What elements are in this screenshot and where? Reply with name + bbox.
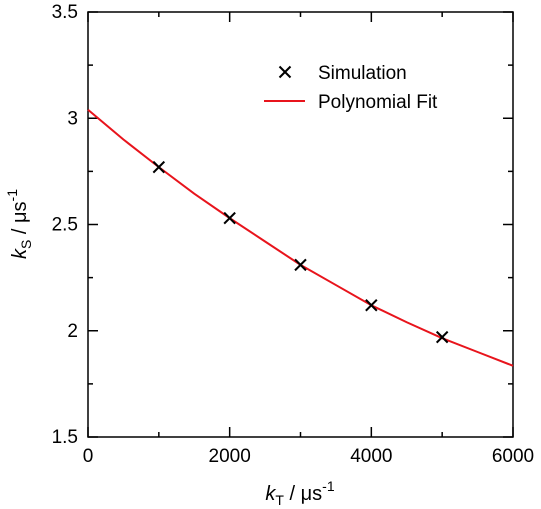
x-axis-label-unit: / μs (284, 483, 322, 505)
simulation-point (294, 258, 307, 272)
x-axis-label-sup: -1 (322, 478, 335, 494)
y-axis-label-unit: / μs (9, 201, 31, 239)
simulation-point-stroke (294, 258, 307, 272)
x-tick-label: 0 (83, 446, 94, 467)
y-tick-label: 3 (67, 108, 78, 129)
plot-frame (87, 11, 514, 438)
y-axis-label-sup: -1 (4, 189, 20, 202)
simulation-point (365, 299, 378, 312)
fit-line (87, 108, 514, 367)
y-tick-label: 2.5 (52, 215, 78, 236)
simulation-point (435, 330, 449, 344)
simulation-point-stroke (152, 160, 166, 174)
y-axis-label-main: k (9, 248, 31, 259)
y-tick-label: 1.5 (52, 427, 78, 448)
x-tick-label: 6000 (492, 446, 534, 467)
simulation-point-stroke (223, 211, 236, 225)
y-axis-label-sub: S (18, 240, 34, 249)
y-axis-label: kS / μs-1 (4, 189, 34, 259)
y-tick-label: 2 (67, 321, 78, 342)
ticks (87, 11, 514, 438)
legend-label-fit: Polynomial Fit (318, 92, 438, 113)
x-tick-label: 2000 (209, 446, 251, 467)
x-axis-label: kT / μs-1 (265, 478, 334, 508)
simulation-point-stroke (435, 330, 449, 344)
series-layer (87, 108, 514, 367)
simulation-point-stroke (365, 299, 378, 312)
y-tick-label: 3.5 (52, 2, 78, 23)
tick-labels: 0 2000 4000 6000 1.5 2 2.5 3 3.5 (52, 2, 535, 467)
simulation-point (152, 160, 166, 174)
x-axis-label-sub: T (275, 492, 284, 508)
x-tick-label: 4000 (350, 446, 392, 467)
legend-marker-stroke (278, 65, 292, 79)
legend: Simulation Polynomial Fit (264, 63, 438, 113)
x-axis-label-main: k (265, 483, 276, 505)
legend-marker-simulation (278, 65, 292, 79)
legend-label-simulation: Simulation (318, 63, 407, 84)
simulation-point (223, 211, 236, 225)
